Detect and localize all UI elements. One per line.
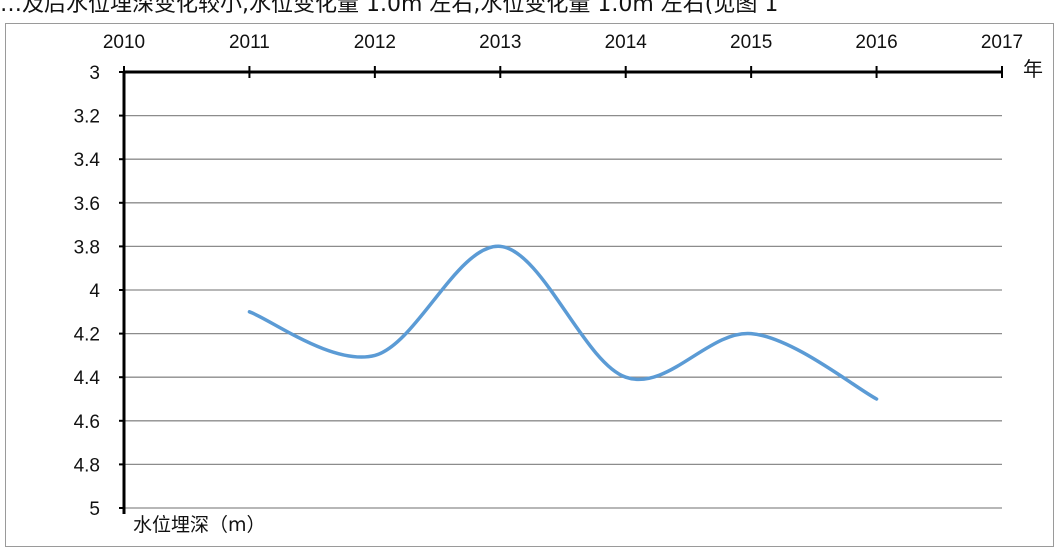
y-tick-label: 3 bbox=[89, 63, 100, 84]
y-tick-label: 3.8 bbox=[74, 237, 100, 258]
x-tick-label: 2012 bbox=[354, 32, 396, 53]
y-tick-label: 3.6 bbox=[74, 194, 100, 215]
grid-lines bbox=[124, 114, 1002, 509]
x-tick-label: 2017 bbox=[981, 32, 1023, 53]
chart-frame bbox=[5, 23, 1054, 547]
y-tick-label: 4.4 bbox=[74, 368, 101, 389]
series-layer bbox=[247, 244, 879, 401]
x-tick-label: 2016 bbox=[855, 32, 897, 53]
y-tick-label: 4.2 bbox=[74, 325, 100, 346]
y-tick-label: 4.6 bbox=[74, 412, 100, 433]
x-axis-label: 年 bbox=[1023, 57, 1043, 81]
y-tick-label: 5 bbox=[89, 499, 100, 520]
y-tick-label: 4 bbox=[89, 281, 100, 302]
y-tick-label: 3.4 bbox=[74, 150, 101, 171]
y-axis-label: 水位埋深（m） bbox=[133, 514, 266, 536]
x-tick-label: 2010 bbox=[103, 32, 145, 53]
x-tick-label: 2015 bbox=[730, 32, 772, 53]
y-tick-labels: 3 3.2 3.4 3.6 3.8 4 4.2 4.4 4.6 4.8 5 bbox=[74, 63, 101, 520]
x-tick-label: 2011 bbox=[229, 32, 270, 53]
x-tick-label: 2013 bbox=[479, 32, 521, 53]
x-tick-labels: 2010 2011 2012 2013 2014 2015 2016 2017 bbox=[103, 32, 1023, 53]
axes bbox=[119, 66, 1003, 514]
series-line bbox=[247, 244, 879, 401]
y-tick-label: 4.8 bbox=[74, 455, 100, 476]
x-tick-label: 2014 bbox=[605, 32, 648, 53]
y-tick-label: 3.2 bbox=[74, 107, 100, 128]
header-text: …及后水位埋深变化较小,水位变化量 1.0m 左右,水位变化量 1.0m 左右(… bbox=[0, 0, 779, 16]
